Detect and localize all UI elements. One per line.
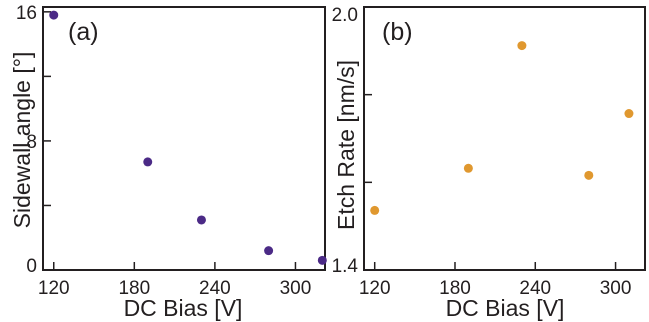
- plot-frame-a: [42, 6, 326, 271]
- panel-label-b: (b): [382, 18, 413, 46]
- data-point-a-0: [49, 10, 59, 20]
- data-point-b-2: [517, 41, 527, 51]
- data-point-a-3: [264, 246, 274, 256]
- x-tick-label-a-0: 120: [38, 278, 70, 299]
- y-tick-label-b-1: 2.0: [332, 5, 358, 26]
- marks-a: 120 180 240 300 0 8 16: [16, 3, 327, 299]
- panel-label-a: (a): [68, 18, 99, 46]
- x-tick-label-b-2: 240: [519, 278, 551, 299]
- y-tick-label-a-2: 16: [16, 3, 37, 24]
- x-tick-label-b-3: 300: [600, 278, 632, 299]
- data-point-b-1: [463, 163, 473, 173]
- y-tick-label-a-1: 8: [26, 132, 37, 153]
- y-axis-label-a: Sidewall angle [°]: [9, 52, 35, 229]
- x-tick-label-b-0: 120: [359, 278, 391, 299]
- data-point-b-0: [370, 205, 380, 215]
- y-axis-label-b: Etch Rate [nm/s]: [333, 60, 359, 230]
- data-point-a-4: [317, 255, 327, 265]
- plot-frame-b: [363, 6, 646, 271]
- data-point-b-3: [584, 170, 594, 180]
- y-tick-label-a-0: 0: [26, 256, 37, 277]
- x-tick-label-a-3: 300: [280, 278, 312, 299]
- panel-a: 120 180 240 300 0 8 16 (a) DC Bias [V] Sidewal…: [9, 3, 327, 321]
- data-point-a-1: [143, 157, 153, 167]
- x-tick-label-a-2: 240: [199, 278, 231, 299]
- x-axis-label-b: DC Bias [V]: [446, 295, 565, 321]
- x-axis-label-a: DC Bias [V]: [124, 295, 243, 321]
- x-tick-label-b-1: 180: [439, 278, 471, 299]
- data-point-a-2: [196, 215, 206, 225]
- panel-b: 120 180 240 300 1.4 2.0 (b) DC Bias [V] Etch …: [332, 5, 646, 321]
- marks-b: 120 180 240 300 1.4 2.0: [332, 5, 634, 299]
- x-tick-label-a-1: 180: [118, 278, 150, 299]
- data-point-b-4: [624, 109, 634, 119]
- y-tick-label-b-0: 1.4: [332, 256, 359, 277]
